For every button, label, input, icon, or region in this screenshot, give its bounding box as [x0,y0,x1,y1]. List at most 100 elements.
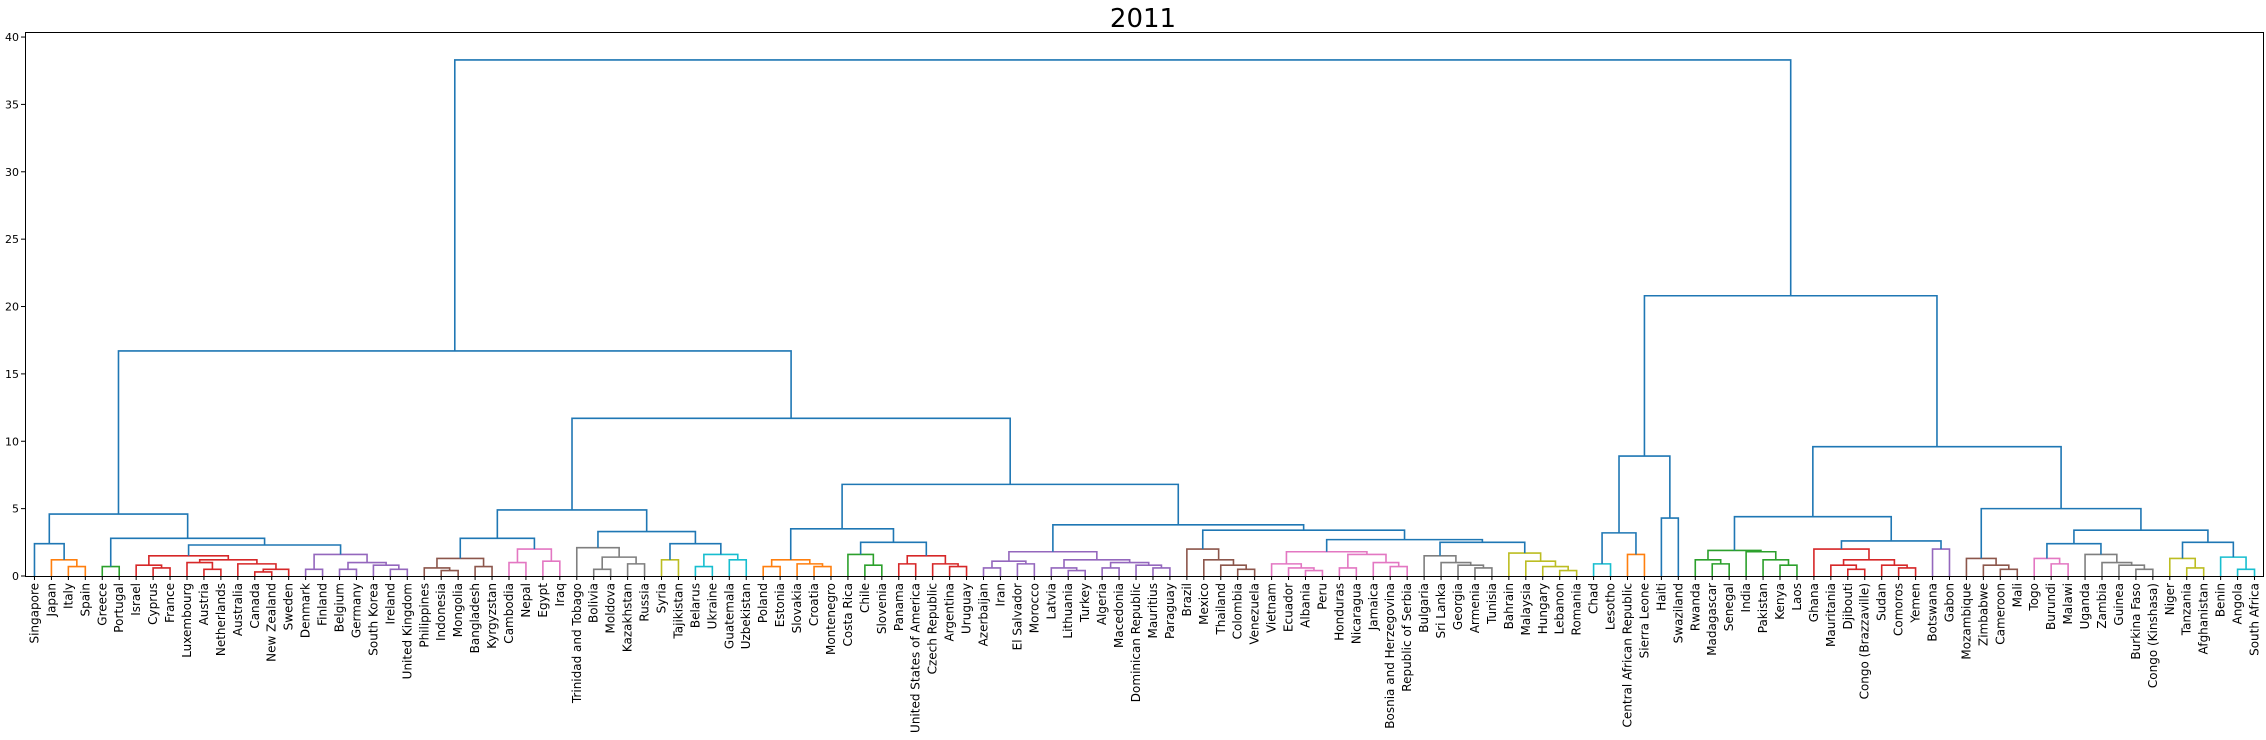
dendrogram-link [1304,569,1324,576]
leaf-label: Malawi [2061,583,2075,625]
leaf-label: Pakistan [1756,583,1770,633]
leaf-label: Angola [2231,583,2245,624]
dendrogram-link [1372,561,1400,576]
leaf-label: Azerbaijan [977,583,991,646]
leaf-label: Turkey [1078,583,1092,623]
leaf-label: Lesotho [1604,583,1618,630]
leaf-label: Bangladesh [468,583,482,653]
leaf-label: Rwanda [1688,583,1702,631]
dendrogram-link [1660,517,1680,576]
leaf-label: Algeria [1095,583,1109,625]
dendrogram-link [459,537,536,559]
leaf-label: Mali [2010,583,2024,607]
dendrogram-link [67,565,87,576]
leaf-label: Iran [993,583,1007,606]
dendrogram-link [2236,568,2256,576]
leaf-label: Portugal [112,583,126,633]
leaf-label: Republic of Serbia [1400,583,1414,692]
dendrogram-link [2073,529,2209,544]
y-tick-label: 40 [5,31,19,44]
dendrogram-link [1965,557,1997,576]
leaf-label: Germany [349,583,363,638]
leaf-label: Sudan [1875,583,1889,621]
leaf-label: Poland [756,583,770,623]
leaf-label: Uganda [2078,583,2092,629]
dendrogram-link [152,567,171,576]
dendrogram-link [313,553,368,570]
y-tick-label: 35 [5,98,19,111]
dendrogram-link [117,350,792,515]
dendrogram-link [135,564,163,576]
leaf-label: Georgia [1451,583,1465,630]
leaf-label: Venezuela [1248,583,1262,645]
dendrogram-link [1840,540,1942,550]
leaf-label: Luxembourg [180,583,194,658]
y-tick-label: 15 [5,368,19,381]
dendrogram-link [1016,563,1036,576]
dendrogram-link [1999,568,2019,576]
x-axis-leaf-labels: Singapore Japan Italy Spain Greece Portugal Is… [27,576,2262,733]
dendrogram-link [1457,564,1485,576]
leaf-label: Slovakia [790,583,804,633]
dendrogram-link [1063,559,1131,568]
dendrogram-link [864,564,883,576]
leaf-label: Cyprus [146,583,160,625]
dendrogram-link [542,560,561,576]
leaf-label: Australia [231,583,245,636]
dendrogram-link [436,557,485,568]
dendrogram-links [33,59,2256,576]
leaf-label: Montenegro [824,583,838,655]
leaf-label: South Africa [2248,583,2262,656]
dendrogram-link [789,528,895,560]
leaf-label: Argentina [943,583,957,642]
leaf-label: Spain [78,583,92,617]
y-tick-label: 25 [5,233,19,246]
leaf-label: Latvia [1044,583,1058,620]
leaf-label: Tunisia [1485,583,1499,625]
leaf-label: Benin [2214,583,2228,617]
leaf-label: Thailand [1214,583,1228,636]
leaf-label: Romania [1570,583,1584,635]
leaf-label: Gabon [1942,583,1956,622]
dendrogram-link [109,537,266,567]
leaf-label: Sri Lanka [1434,583,1448,638]
dendrogram-link [1101,567,1120,576]
dendrogram-link [33,542,65,576]
dendrogram-link [1270,563,1303,576]
dendrogram-link [372,564,400,576]
leaf-label: Sierra Leone [1637,583,1651,658]
dendrogram-link [813,565,832,576]
leaf-label: Ireland [383,583,397,625]
leaf-label: Mozambique [1959,583,1973,660]
leaf-label: Belarus [688,583,702,628]
dendrogram-link [203,568,222,576]
dendrogram-link [1525,560,1557,576]
dendrogram-link [1745,550,1777,576]
dendrogram-link [101,565,121,576]
dendrogram-link [1558,569,1578,576]
leaf-label: Uzbekistan [739,583,753,649]
leaf-label: Italy [61,583,75,609]
dendrogram-link [1067,569,1086,576]
dendrogram-link [1347,553,1387,568]
leaf-label: Canada [248,583,262,629]
dendrogram-link [1762,559,1790,576]
dendrogram-link [2135,568,2154,576]
leaf-label: Mauritania [1824,583,1838,647]
y-tick-label: 10 [5,435,19,448]
dendrogram-link [841,483,1180,529]
dendrogram-link [1830,564,1858,576]
dendrogram-link [453,59,1792,351]
leaf-label: Denmark [299,583,313,638]
leaf-label: Yemen [1909,583,1923,624]
leaf-label: Macedonia [1112,583,1126,648]
leaf-label: Syria [655,583,669,613]
leaf-label: Laos [1790,583,1804,611]
leaf-label: Singapore [27,583,41,644]
dendrogram-link [1050,567,1078,576]
leaf-label: Hungary [1536,583,1550,634]
leaf-label: India [1739,583,1753,612]
leaf-label: Estonia [773,583,787,627]
y-tick-label: 0 [12,570,19,583]
